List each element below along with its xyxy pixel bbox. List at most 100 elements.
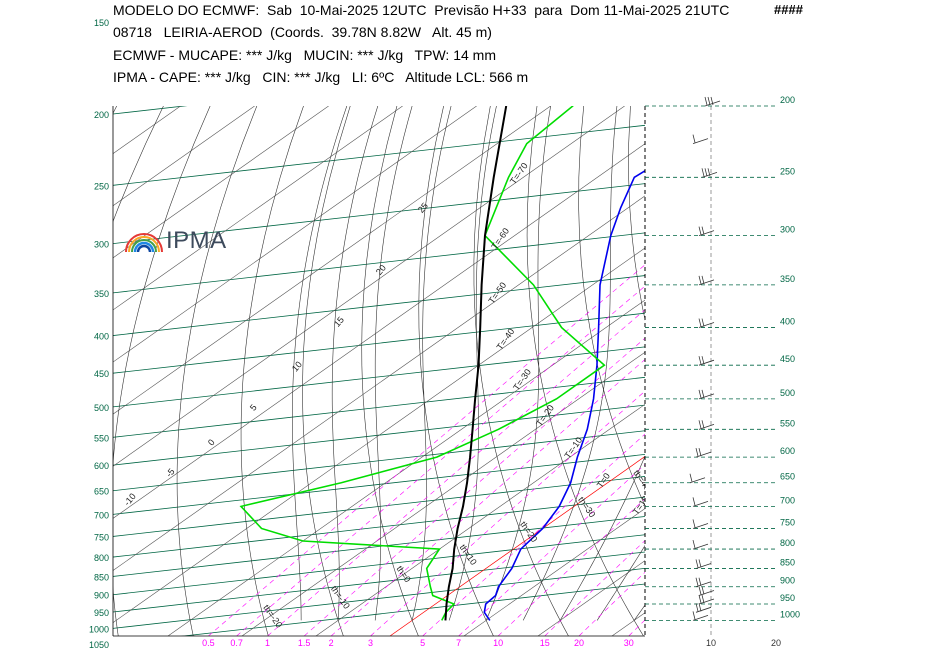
moist-adiabat-label: 15 [332,315,346,329]
pressure-tick-label: 200 [94,110,109,120]
isotherm-label: T=-40 [495,327,517,352]
isotherm-line [113,106,551,415]
wind-axis-tick-label: 10 [706,638,716,648]
isotherm-label: T=10 [631,494,651,517]
isotherm-line [389,455,645,636]
wind-barb-staff [698,590,715,596]
dewpoint-profile [239,106,606,621]
wind-barb [695,577,712,588]
isobar-line [113,124,645,186]
wind-barb-flag [704,168,708,177]
wind-barb [692,134,709,145]
isobar-line [113,496,645,558]
wind-barb-flag [698,603,702,612]
wind-barb [701,168,718,178]
station-info: 08718 LEIRIA-AEROD (Coords. 39.78N 8.82W… [113,24,492,40]
isotherm-label: T=-60 [489,226,511,251]
isotherm-line [537,560,645,636]
wind-barb-flag [698,356,702,365]
dry-adiabat-label: th=0 [394,564,412,584]
wind-barb-staff [695,581,712,588]
moist-adiabat-label: 0 [206,437,217,447]
moist-adiabat-label: -10 [122,491,138,507]
plot-area: T=-70T=-60T=-50T=-40T=-30T=-20T=-10T=0T=… [113,0,940,636]
right-pressure-tick-label: 250 [780,166,795,176]
dry-adiabat-label: th=20 [518,520,539,544]
pressure-tick-label: 600 [94,461,109,471]
mixing-ratio-tick-label: 1 [265,638,270,648]
moist-adiabat-line [448,106,497,621]
ipma-indices: IPMA - CAPE: *** J/kg CIN: *** J/kg LI: … [113,69,529,85]
right-pressure-tick-label: 400 [780,317,795,327]
wind-barb-flag [698,420,702,429]
right-pressure-tick-label: 700 [780,495,795,505]
mixing-ratio-line [370,390,645,636]
wind-barb-flag [692,539,696,549]
right-pressure-tick-label: 450 [780,354,795,364]
wind-barb-staff [692,543,709,550]
wind-barb [695,603,712,613]
dry-adiabat-line [857,14,940,636]
dry-adiabat-line [473,106,569,636]
pressure-tick-label: 650 [94,487,109,497]
mixing-ratio-tick-label: 15 [540,638,550,648]
wind-barb-staff [692,138,709,145]
right-pressure-tick-label: 850 [780,557,795,567]
mixing-ratio-tick-label: 5 [420,638,425,648]
moist-adiabat-label: 20 [374,263,388,277]
moist-adiabat-line [485,106,551,621]
mixing-ratio-tick-label: 1.5 [298,638,311,648]
isotherm-line [113,106,625,467]
isotherm-line [315,403,645,636]
isobar-line [113,476,645,537]
isobar-line [113,454,645,515]
parcel-profile [444,106,508,621]
wind-barb [698,389,715,400]
dry-adiabat-label: th=-10 [329,584,352,611]
dry-adiabat-line [240,106,304,636]
pressure-tick-label: 900 [94,591,109,601]
temperature-profile [483,169,645,621]
wind-barb-flag [701,318,705,327]
dry-adiabat-line [302,106,351,636]
isotherm-line [113,247,645,623]
mixing-ratio-line [694,106,940,636]
wind-barb-flag [698,594,702,604]
mixing-ratio-tick-label: 3 [368,638,373,648]
right-pressure-tick-label: 900 [780,576,795,586]
isotherm-line [463,508,645,636]
isotherm-line [113,106,477,363]
wind-barb-flag [701,356,705,365]
wind-barb-staff [695,563,712,569]
wind-barb-flag [692,611,696,620]
isobar-line [113,0,645,22]
isobar-line [180,583,645,636]
dry-adiabat-line [900,14,940,636]
wind-barb-flag [695,448,699,457]
mixing-ratio-tick-label: 2 [329,638,334,648]
wind-barb-staff [698,393,715,400]
wind-barb [695,448,712,458]
right-pressure-tick-label: 300 [780,225,795,235]
moist-adiabat-line [633,604,645,621]
right-pressure-tick-label: 1000 [780,609,800,619]
wind-barb-flag [707,168,711,177]
dry-adiabat-line [113,106,164,223]
dry-adiabat-line [418,106,494,636]
wind-barb-flag [701,594,705,604]
mixing-ratio-line [330,359,645,636]
ipma-logo-text: IPMA [166,227,227,254]
chart-title: MODELO DO ECMWF: Sab 10-Mai-2025 12UTC P… [113,2,730,18]
wind-barb-flag [698,448,702,457]
wind-barb-staff [698,279,715,286]
wind-barb-flag [698,577,702,586]
right-pressure-tick-label: 500 [780,388,795,398]
wind-barb-flag [701,226,705,235]
isotherm-line [113,106,255,207]
isobar-line [113,232,645,294]
wind-barb-staff [695,606,712,613]
wind-barb [698,594,715,605]
moist-adiabat-line [559,455,645,621]
mixing-ratio-line [544,540,645,636]
